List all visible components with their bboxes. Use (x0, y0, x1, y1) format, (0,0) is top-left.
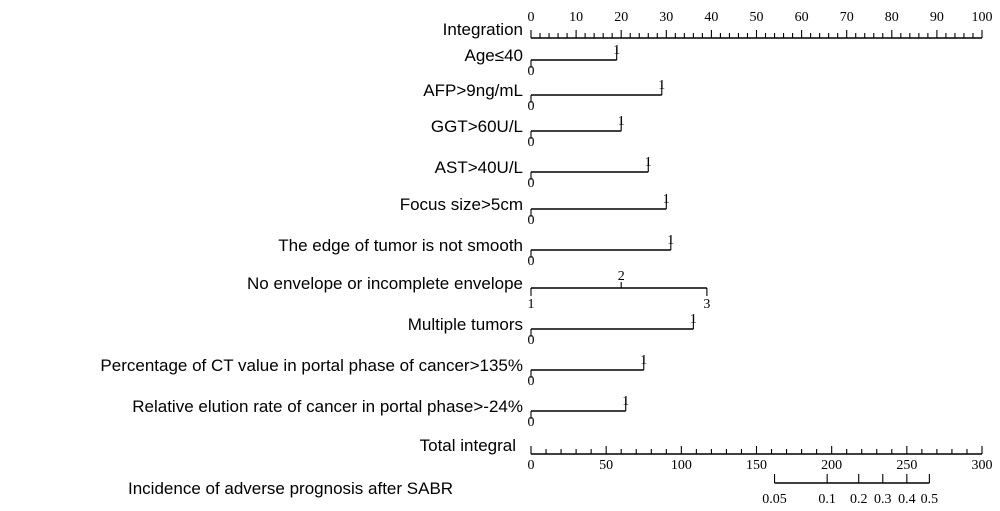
variable-label: No envelope or incomplete envelope (247, 274, 523, 293)
variable-label: Multiple tumors (408, 315, 523, 334)
points-axis-tick-label: 90 (930, 10, 944, 25)
variable-level-label: 1 (667, 233, 674, 248)
variable-level-label: 1 (645, 155, 652, 170)
variable-level-label: 0 (528, 176, 535, 191)
variable-row: The edge of tumor is not smooth 0 1 (278, 233, 674, 269)
variable-rows: Age≤4001AFP>9ng/mL01GGT>60U/L01AST>40U/L… (100, 43, 710, 430)
probability-axis-label: Incidence of adverse prognosis after SAB… (128, 479, 453, 498)
variable-level-label: 0 (528, 374, 535, 389)
variable-label: GGT>60U/L (431, 117, 523, 136)
points-axis: Integration 0 10 20 30 40 50 60 70 80 90 100 (443, 10, 993, 39)
total-axis-tick-label: 0 (528, 458, 535, 473)
probability-axis-tick-label: 0.5 (921, 492, 939, 507)
variable-label: Focus size>5cm (400, 195, 523, 214)
variable-row: Multiple tumors 0 1 (408, 312, 697, 348)
total-axis-tick-label: 50 (599, 458, 613, 473)
variable-level-label: 1 (613, 43, 620, 58)
variable-label: The edge of tumor is not smooth (278, 236, 523, 255)
variable-level-label: 1 (618, 114, 625, 129)
variable-row: Percentage of CT value in portal phase o… (100, 353, 647, 389)
variable-label: AST>40U/L (435, 158, 523, 177)
variable-label: Age≤40 (465, 46, 524, 65)
variable-level-label: 0 (528, 64, 535, 79)
points-axis-tick-label: 20 (614, 10, 628, 25)
points-axis-tick-label: 0 (528, 10, 535, 25)
variable-row: Focus size>5cm 0 1 (400, 192, 670, 228)
variable-level-label: 1 (690, 312, 697, 327)
variable-label: AFP>9ng/mL (423, 81, 523, 100)
points-axis-tick-label: 60 (795, 10, 809, 25)
variable-label: Relative elution rate of cancer in porta… (132, 397, 523, 416)
variable-row: Relative elution rate of cancer in porta… (132, 394, 629, 430)
variable-level-label: 0 (528, 135, 535, 150)
total-axis-tick-label: 300 (972, 458, 993, 473)
variable-level-label: 3 (703, 297, 710, 312)
variable-row: No envelope or incomplete envelope 1 2 3 (247, 269, 710, 312)
probability-axis-tick-label: 0.4 (898, 492, 916, 507)
probability-axis: Incidence of adverse prognosis after SAB… (128, 474, 938, 507)
variable-level-label: 0 (528, 415, 535, 430)
variable-level-label: 0 (528, 99, 535, 114)
variable-row: AFP>9ng/mL 0 1 (423, 78, 665, 114)
variable-level-label: 1 (622, 394, 629, 409)
probability-axis-tick-label: 0.05 (762, 492, 787, 507)
points-axis-tick-label: 30 (659, 10, 673, 25)
variable-row: Age≤40 0 1 (465, 43, 621, 79)
variable-row: AST>40U/L 0 1 (435, 155, 652, 191)
total-axis-tick-label: 250 (896, 458, 917, 473)
points-axis-tick-label: 100 (972, 10, 993, 25)
variable-level-label: 0 (528, 254, 535, 269)
total-axis-tick-label: 200 (821, 458, 842, 473)
points-axis-tick-label: 50 (750, 10, 764, 25)
probability-axis-tick-label: 0.3 (874, 492, 892, 507)
variable-level-label: 1 (658, 78, 665, 93)
variable-level-label: 1 (528, 297, 535, 312)
probability-axis-tick-label: 0.2 (850, 492, 868, 507)
variable-level-label: 2 (618, 269, 625, 284)
total-axis-tick-label: 150 (746, 458, 767, 473)
points-axis-tick-label: 40 (704, 10, 718, 25)
variable-row: GGT>60U/L 0 1 (431, 114, 625, 150)
total-axis-tick-label: 100 (671, 458, 692, 473)
total-axis-label: Total integral (420, 436, 516, 455)
points-axis-tick-label: 70 (840, 10, 854, 25)
variable-label: Percentage of CT value in portal phase o… (100, 356, 523, 375)
variable-level-label: 0 (528, 213, 535, 228)
variable-level-label: 1 (640, 353, 647, 368)
points-axis-label: Integration (443, 20, 523, 39)
points-axis-tick-label: 10 (569, 10, 583, 25)
total-axis: Total integral 0 50 100 150 200 250 300 (420, 436, 993, 473)
variable-level-label: 0 (528, 333, 535, 348)
points-axis-tick-label: 80 (885, 10, 899, 25)
probability-axis-tick-label: 0.1 (818, 492, 836, 507)
variable-level-label: 1 (663, 192, 670, 207)
